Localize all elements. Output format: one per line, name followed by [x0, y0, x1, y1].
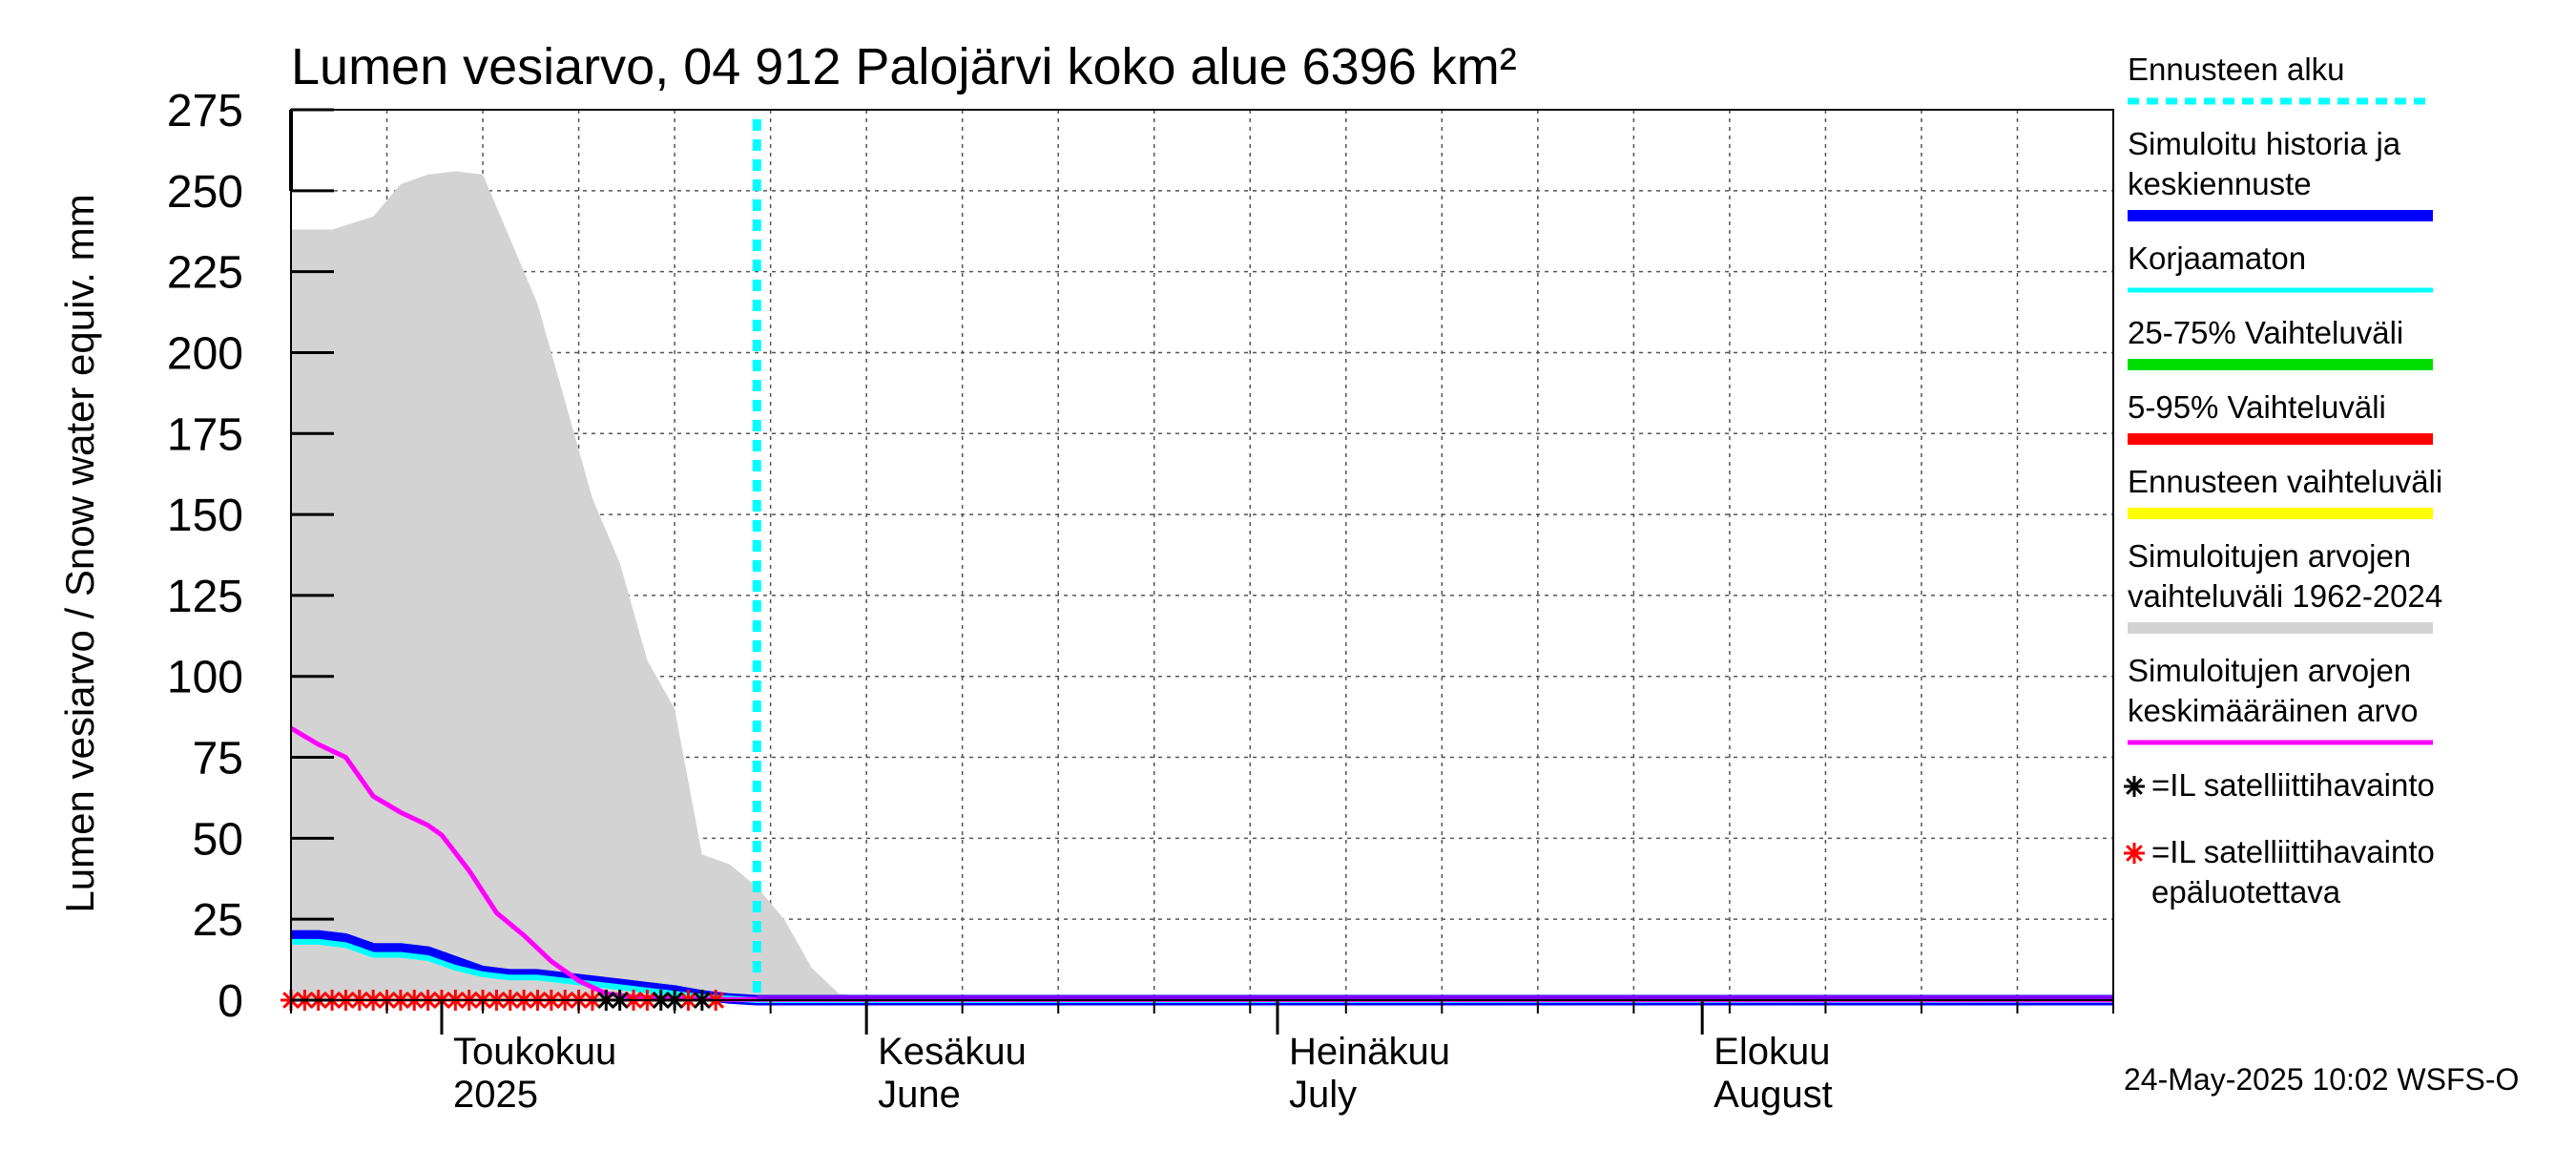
legend-label: keskimääräinen arvo [2128, 693, 2418, 728]
x-month-sublabel: July [1289, 1074, 1357, 1116]
legend-label: Simuloitu historia ja [2128, 126, 2401, 161]
timestamp-footer: 24-May-2025 10:02 WSFS-O [2124, 1062, 2519, 1097]
x-month-label: Kesäkuu [878, 1031, 1027, 1073]
y-tick-label: 175 [167, 409, 243, 460]
y-tick-label: 125 [167, 572, 243, 622]
x-month-label: Heinäkuu [1289, 1031, 1450, 1073]
x-month-label: Elokuu [1714, 1031, 1830, 1073]
legend-label: epäluotettava [2151, 874, 2341, 910]
y-tick-label: 0 [218, 976, 243, 1027]
legend-marker-icon [2124, 843, 2145, 864]
legend-marker-icon [2124, 776, 2145, 797]
legend-label: =IL satelliittihavainto [2151, 834, 2435, 869]
x-month-sublabel: 2025 [453, 1074, 538, 1116]
legend: Ennusteen alku Simuloitu historia ja keski… [2124, 52, 2442, 910]
y-tick-label: 200 [167, 328, 243, 379]
x-month-label: Toukokuu [453, 1031, 616, 1073]
legend-label: keskiennuste [2128, 166, 2312, 201]
marker-stroke [2126, 845, 2143, 862]
legend-label: Simuloitujen arvojen [2128, 538, 2411, 574]
chart-title: Lumen vesiarvo, 04 912 Palojärvi koko al… [291, 38, 1517, 95]
x-month-sublabel: August [1714, 1074, 1833, 1116]
legend-label: =IL satelliittihavainto [2151, 767, 2435, 803]
y-tick-label: 225 [167, 248, 243, 299]
y-axis-label: Lumen vesiarvo / Snow water equiv. mm [57, 194, 102, 912]
y-tick-label: 50 [193, 814, 243, 865]
legend-label: 5-95% Vaihteluväli [2128, 389, 2386, 425]
legend-label: Ennusteen vaihteluväli [2128, 464, 2442, 499]
axes: 0 25 50 75 100 125 150 175 200 225 250 275 Toukokuu2… [167, 86, 2114, 1116]
series-band-historical-range [291, 171, 2113, 1000]
legend-label: Korjaamaton [2128, 240, 2306, 276]
plot-frame [290, 109, 2114, 1001]
legend-label: Simuloitujen arvojen [2128, 653, 2411, 688]
y-tick-label: 25 [193, 895, 243, 946]
y-tick-label: 275 [167, 86, 243, 136]
y-tick-label: 150 [167, 491, 243, 541]
y-tick-label: 250 [167, 167, 243, 218]
x-month-sublabel: June [878, 1074, 961, 1116]
legend-label: 25-75% Vaihteluväli [2128, 315, 2403, 350]
y-tick-label: 100 [167, 653, 243, 703]
marker-stroke [2126, 778, 2143, 795]
legend-label: Ennusteen alku [2128, 52, 2345, 87]
y-tick-label: 75 [193, 734, 243, 784]
legend-label: vaihteluväli 1962-2024 [2128, 578, 2442, 614]
